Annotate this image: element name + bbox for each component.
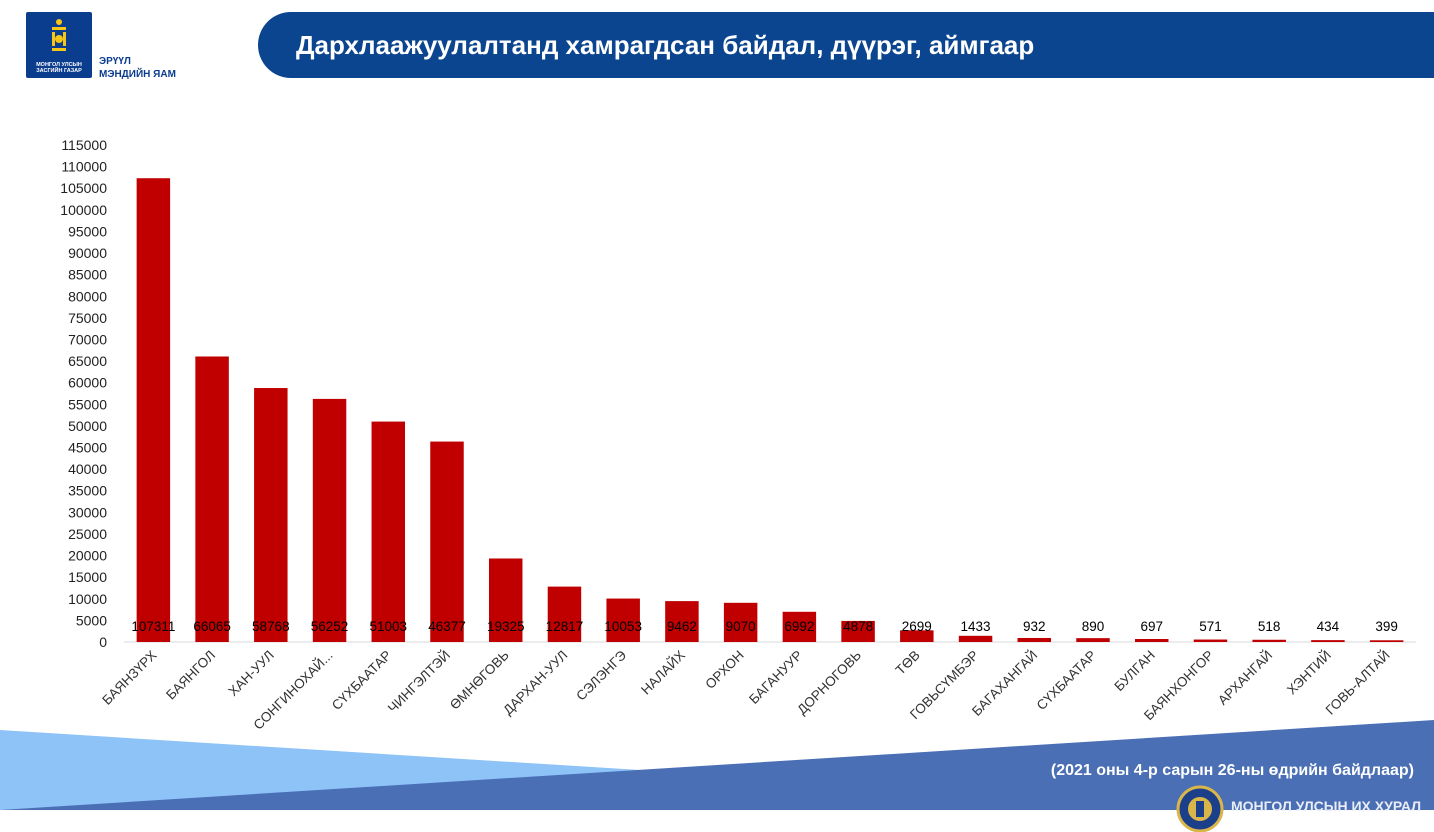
x-tick-label: ОРХОН <box>702 648 746 692</box>
data-label: 66065 <box>193 619 231 634</box>
bar <box>1369 640 1404 642</box>
x-tick-label: ЧИНГЭЛТЭЙ <box>385 648 453 716</box>
y-tick-label: 45000 <box>68 440 107 456</box>
logo-caption-line2: ЗАСГИЙН ГАЗАР <box>36 68 82 74</box>
ministry-name: ЭРҮҮЛ МЭНДИЙН ЯАМ <box>99 55 176 81</box>
y-tick-label: 95000 <box>68 223 107 239</box>
x-tick-label: СҮХБААТАР <box>329 648 394 713</box>
y-tick-label: 55000 <box>68 396 107 412</box>
data-label: 571 <box>1199 619 1222 634</box>
y-tick-label: 115000 <box>61 137 107 153</box>
data-label: 697 <box>1140 619 1163 634</box>
soyombo-emblem-icon <box>52 19 66 51</box>
data-date-note: (2021 оны 4-р сарын 26-ны өдрийн байдлаа… <box>1050 762 1414 779</box>
bar <box>1252 639 1286 642</box>
x-tick-label: СҮХБААТАР <box>1034 648 1099 713</box>
data-label: 518 <box>1258 619 1281 634</box>
title-banner <box>258 12 1434 78</box>
data-label: 9070 <box>726 619 756 634</box>
page-title: Дархлаажуулалтанд хамрагдсан байдал, дүү… <box>296 30 1035 60</box>
parliament-name: МОНГОЛ УЛСЫН ИХ ХУРАЛ <box>1231 798 1422 814</box>
data-label: 434 <box>1317 619 1340 634</box>
x-tick-label: ТӨВ <box>893 648 923 678</box>
bar <box>430 441 464 642</box>
y-tick-label: 15000 <box>68 569 107 585</box>
bar <box>900 630 934 642</box>
bar <box>254 388 288 642</box>
bar <box>1134 638 1169 642</box>
x-tick-label: ХАН-УУЛ <box>225 648 276 699</box>
bar <box>312 398 347 642</box>
y-tick-label: 85000 <box>68 267 107 283</box>
y-tick-label: 40000 <box>68 461 107 477</box>
data-label: 51003 <box>369 619 407 634</box>
bar <box>547 586 582 642</box>
y-tick-label: 60000 <box>68 375 107 391</box>
y-tick-label: 70000 <box>68 331 107 347</box>
bar <box>371 421 406 642</box>
y-tick-label: 30000 <box>68 504 107 520</box>
bar <box>723 602 758 642</box>
x-tick-label: СЭЛЭНГЭ <box>573 647 629 703</box>
data-label: 932 <box>1023 619 1046 634</box>
y-tick-label: 75000 <box>68 310 107 326</box>
bar <box>1193 639 1228 642</box>
data-label: 56252 <box>311 619 349 634</box>
data-label: 46377 <box>428 619 466 634</box>
plot-area: 0 5000 10000 15000 20000 25000 30000 35000 40000… <box>60 137 1416 733</box>
y-tick-label: 0 <box>99 634 107 650</box>
y-tick-label: 100000 <box>60 202 107 218</box>
y-tick-label: 65000 <box>68 353 107 369</box>
bar <box>841 620 875 642</box>
bar <box>782 611 817 642</box>
data-label: 10053 <box>604 619 642 634</box>
data-label: 19325 <box>487 619 525 634</box>
x-tick-label: ХЭНТИЙ <box>1284 648 1334 698</box>
y-tick-label: 5000 <box>76 612 107 628</box>
bar <box>1017 637 1052 642</box>
y-tick-label: 35000 <box>68 483 107 499</box>
bar <box>136 178 171 642</box>
y-tick-label: 50000 <box>68 418 107 434</box>
y-tick-label: 20000 <box>68 548 107 564</box>
bar <box>958 635 993 642</box>
x-tick-label: АРХАНГАЙ <box>1215 648 1275 708</box>
data-label: 1433 <box>961 619 991 634</box>
data-label: 12817 <box>546 619 584 634</box>
ministry-name-line2: МЭНДИЙН ЯАМ <box>99 69 176 80</box>
bar <box>195 356 229 642</box>
y-tick-label: 25000 <box>68 526 107 542</box>
y-tick-label: 90000 <box>68 245 107 261</box>
x-tick-label: НАЛАЙХ <box>638 648 688 698</box>
y-tick-label: 105000 <box>60 180 107 196</box>
decorative-band-dark <box>0 720 1434 810</box>
bar <box>488 558 523 642</box>
bar <box>606 598 640 642</box>
y-tick-label: 80000 <box>68 288 107 304</box>
data-label: 4878 <box>843 619 873 634</box>
x-tick-label: БУЛГАН <box>1111 648 1157 694</box>
data-label: 399 <box>1375 619 1398 634</box>
data-label: 6992 <box>784 619 814 634</box>
x-tick-label: ӨМНӨГОВЬ <box>447 647 512 712</box>
parliament-emblem-icon <box>1176 785 1224 832</box>
y-tick-label: 10000 <box>68 591 107 607</box>
x-tick-label: БАГАНУУР <box>746 648 805 707</box>
data-label: 890 <box>1082 619 1105 634</box>
bar <box>665 601 699 642</box>
bar <box>1311 640 1345 642</box>
data-label: 9462 <box>667 619 697 634</box>
bar <box>1076 638 1110 642</box>
logo-caption-line1: МОНГОЛ УЛСЫН <box>36 62 82 68</box>
x-tick-label: БАЯНЗҮРХ <box>99 648 159 708</box>
data-label: 107311 <box>131 619 175 634</box>
x-tick-label: БАЯНГОЛ <box>163 648 218 703</box>
government-logo: МОНГОЛ УЛСЫН ЗАСГИЙН ГАЗАР <box>26 12 92 78</box>
data-label: 2699 <box>902 619 932 634</box>
data-label: 58768 <box>252 619 290 634</box>
ministry-name-line1: ЭРҮҮЛ <box>99 56 131 67</box>
y-tick-label: 110000 <box>61 159 107 175</box>
